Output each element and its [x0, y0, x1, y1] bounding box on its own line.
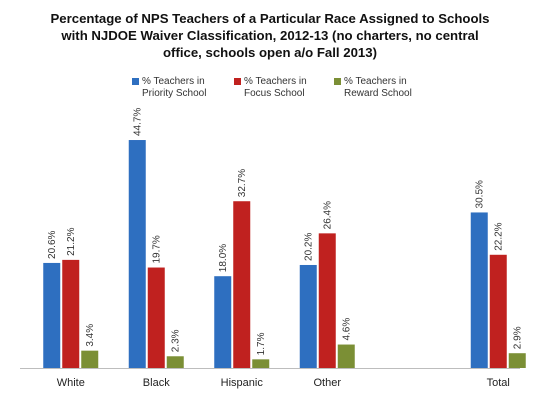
bar-priority-white: [43, 262, 61, 368]
bar-focus-black: [147, 267, 165, 368]
chart-title-line: Percentage of NPS Teachers of a Particul…: [50, 11, 490, 26]
bar-reward-white: [81, 350, 99, 368]
data-label: 2.9%: [513, 326, 524, 349]
legend-label-line: % Teachers in: [142, 76, 205, 87]
data-label: 32.7%: [237, 169, 248, 197]
x-tick-label: Other: [313, 377, 341, 389]
chart-title: Percentage of NPS Teachers of a Particul…: [20, 10, 520, 61]
bar-priority-other: [299, 264, 317, 368]
x-tick-label: Total: [487, 377, 510, 389]
bar-focus-hispanic: [233, 201, 251, 368]
legend-label-line: Priority School: [142, 88, 207, 99]
bar-reward-other: [337, 344, 355, 368]
bar-focus-total: [489, 254, 507, 368]
x-tick-label: White: [57, 377, 85, 389]
bar-priority-total: [470, 212, 488, 368]
data-label: 1.7%: [256, 332, 267, 355]
x-tick-label: Hispanic: [221, 377, 264, 389]
chart-title-line: office, schools open a/o Fall 2013): [163, 45, 377, 60]
data-label: 21.2%: [66, 227, 77, 255]
bar-reward-hispanic: [252, 359, 270, 368]
data-label: 22.2%: [494, 222, 505, 250]
bar-focus-other: [318, 233, 336, 368]
legend-swatch-priority: [132, 78, 139, 85]
legend-label-focus: % Teachers in Focus School: [244, 76, 334, 100]
legend-swatch-reward: [334, 78, 341, 85]
data-label: 19.7%: [152, 235, 163, 263]
bar-reward-total: [508, 353, 526, 368]
bar-priority-hispanic: [214, 276, 232, 368]
data-label: 4.6%: [342, 318, 353, 341]
legend-label-line: Reward School: [344, 88, 412, 99]
data-label: 18.0%: [218, 244, 229, 272]
bar-priority-black: [128, 140, 146, 368]
data-label: 20.6%: [47, 230, 58, 258]
legend-label-priority: % Teachers in Priority School: [142, 76, 232, 100]
data-label: 20.2%: [304, 233, 315, 261]
bar-focus-white: [62, 259, 80, 368]
legend-label-line: % Teachers in: [344, 76, 407, 87]
data-label: 3.4%: [85, 324, 96, 347]
data-label: 26.4%: [323, 201, 334, 229]
chart-legend: % Teachers in Priority School % Teachers…: [132, 76, 432, 110]
data-label: 44.7%: [133, 108, 144, 136]
x-tick-label: Black: [143, 377, 170, 389]
data-label: 30.5%: [475, 180, 486, 208]
chart-title-line: with NJDOE Waiver Classification, 2012-1…: [61, 28, 479, 43]
legend-swatch-focus: [234, 78, 241, 85]
bar-reward-black: [166, 356, 184, 368]
legend-label-reward: % Teachers in Reward School: [344, 76, 434, 100]
legend-label-line: Focus School: [244, 88, 305, 99]
legend-label-line: % Teachers in: [244, 76, 307, 87]
data-label: 2.3%: [171, 329, 182, 352]
